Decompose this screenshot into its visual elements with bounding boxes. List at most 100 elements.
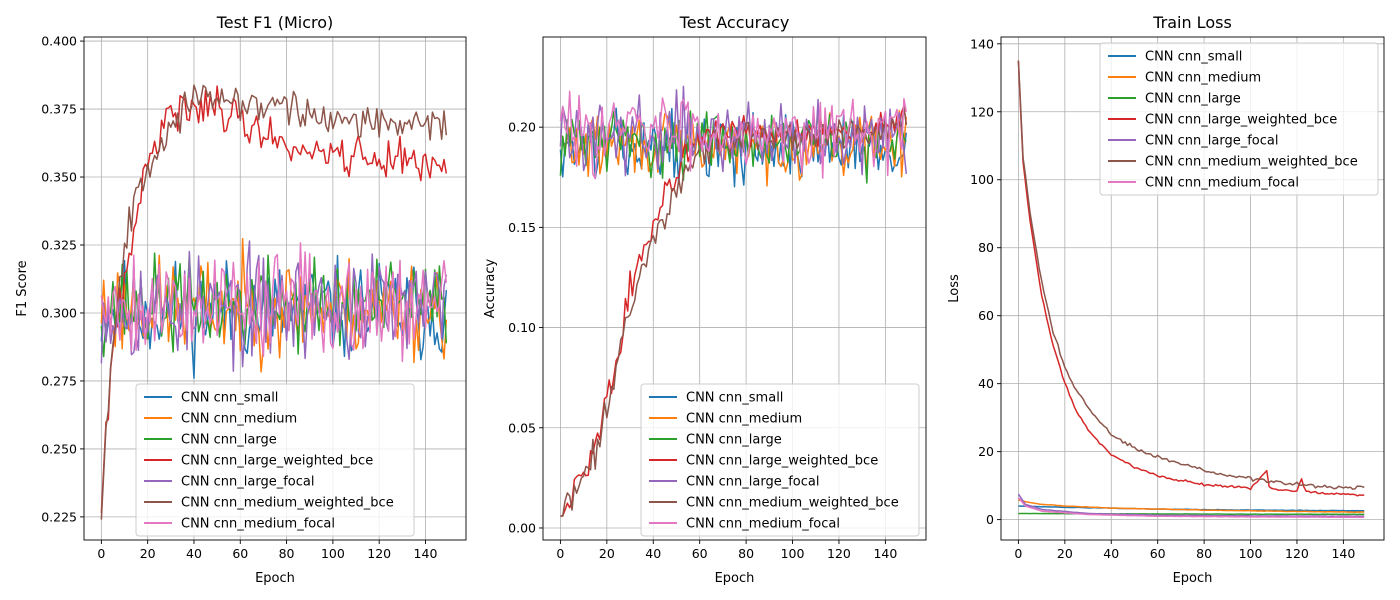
- series-line-7: [1017, 497, 1365, 519]
- x-tick-label: 60: [1150, 546, 1166, 561]
- chart-panel-3: 0 20 40 60 80 100 120 140 0 20 40 60 80 100 120 140 Trai…: [947, 13, 1385, 586]
- legend-entry: CNN cnn_large_focal: [181, 475, 315, 490]
- x-tick-label: 140: [1331, 546, 1355, 561]
- legend-box: [640, 383, 920, 537]
- x-tick-label: 100: [1239, 546, 1263, 561]
- plot-frame: [542, 36, 927, 541]
- x-tick-label: 120: [827, 546, 851, 561]
- y-tick-label: 80: [978, 240, 994, 255]
- legend-entry: CNN cnn_medium_weighted_bce: [686, 496, 899, 511]
- y-tick-label: 0.15: [508, 220, 536, 235]
- legend-entry: CNN cnn_large: [686, 433, 782, 448]
- legend-entry: CNN cnn_large_focal: [1145, 134, 1279, 149]
- y-tick-label: 0.225: [41, 509, 77, 524]
- legend-entry: CNN cnn_small: [181, 391, 278, 406]
- x-tick-label: 80: [1196, 546, 1212, 561]
- legend-entry: CNN cnn_medium_focal: [686, 517, 840, 532]
- chart-panel-1: 0 20 40 60 80 100 120 140 0.225 0.250 0.275 0.300 0.…: [15, 13, 467, 586]
- series-line-5: [1017, 493, 1365, 518]
- y-tick-label: 140: [970, 36, 994, 51]
- chart-title: Test Accuracy: [679, 13, 790, 32]
- legend-entry: CNN cnn_medium: [1145, 71, 1261, 86]
- series-line-6: [100, 84, 448, 520]
- y-axis-label: Loss: [947, 274, 962, 303]
- legend-entry: CNN cnn_medium_weighted_bce: [1145, 155, 1358, 170]
- series-line-6: [1017, 60, 1365, 490]
- x-tick-label: 0: [1014, 546, 1022, 561]
- legend-entry: CNN cnn_medium_focal: [181, 517, 335, 532]
- legend-entry: CNN cnn_medium_weighted_bce: [181, 496, 394, 511]
- series-line-7: [559, 90, 908, 180]
- y-tick-label: 60: [978, 308, 994, 323]
- series-lines: [100, 84, 448, 520]
- x-tick-label: 0: [556, 546, 564, 561]
- x-tick-label: 80: [738, 546, 754, 561]
- legend-entry: CNN cnn_medium: [686, 412, 802, 427]
- y-axis-label: F1 Score: [15, 260, 30, 316]
- x-tick-label: 120: [367, 546, 391, 561]
- y-tick-label: 0.375: [41, 102, 77, 117]
- x-tick-label: 120: [1285, 546, 1309, 561]
- series-line-4: [1017, 61, 1365, 497]
- y-tick-label: 0.350: [41, 170, 77, 185]
- legend-entry: CNN cnn_medium: [181, 412, 297, 427]
- series-line-5: [559, 85, 908, 177]
- y-tick-label: 0.275: [41, 373, 77, 388]
- x-tick-label: 60: [692, 546, 708, 561]
- y-tick-label: 20: [978, 444, 994, 459]
- legend-entry: CNN cnn_medium_focal: [1145, 176, 1299, 191]
- x-tick-label: 100: [321, 546, 345, 561]
- x-tick-label: 0: [97, 546, 105, 561]
- legend-box: [135, 383, 415, 537]
- y-tick-label: 40: [978, 376, 994, 391]
- y-tick-label: 0.250: [41, 441, 77, 456]
- x-tick-label: 140: [873, 546, 897, 561]
- legend-entry: CNN cnn_small: [1145, 50, 1242, 65]
- y-tick-label: 0.00: [508, 520, 536, 535]
- x-tick-label: 20: [140, 546, 156, 561]
- plot-frame: [1000, 36, 1385, 541]
- y-tick-label: 0.300: [41, 305, 77, 320]
- chart-panel-2: 0 20 40 60 80 100 120 140 0.00 0.05 0.10 0.15 0.20 Te…: [483, 13, 927, 586]
- y-tick-label: 0.10: [508, 320, 536, 335]
- legend-entry: CNN cnn_large_weighted_bce: [181, 454, 373, 469]
- series-line-6: [560, 105, 908, 517]
- x-tick-label: 20: [1057, 546, 1073, 561]
- y-tick-label: 100: [970, 172, 994, 187]
- legend-entry: CNN cnn_small: [686, 391, 783, 406]
- x-axis-label: Epoch: [255, 571, 295, 586]
- legend-box: [1099, 42, 1379, 196]
- y-tick-label: 0: [986, 512, 994, 527]
- chart-title: Test F1 (Micro): [216, 13, 334, 32]
- series-line-7: [100, 242, 448, 363]
- x-tick-label: 20: [599, 546, 615, 561]
- y-tick-label: 0.05: [508, 420, 536, 435]
- legend: CNN cnn_small CNN cnn_medium CNN cnn_large…: [1099, 42, 1379, 196]
- legend-entry: CNN cnn_large_weighted_bce: [1145, 113, 1337, 128]
- legend-entry: CNN cnn_large: [1145, 92, 1241, 107]
- x-axis-label: Epoch: [715, 571, 755, 586]
- y-tick-label: 0.20: [508, 120, 536, 135]
- series-lines: [559, 85, 908, 517]
- legend-entry: CNN cnn_large: [181, 433, 277, 448]
- y-tick-label: 0.400: [41, 34, 77, 49]
- x-tick-label: 60: [232, 546, 248, 561]
- plot-frame: [83, 36, 467, 541]
- x-axis-label: Epoch: [1173, 571, 1213, 586]
- x-tick-label: 40: [186, 546, 202, 561]
- chart-title: Train Loss: [1152, 13, 1232, 32]
- x-tick-label: 140: [414, 546, 438, 561]
- y-axis-label: Accuracy: [483, 259, 498, 319]
- legend-entry: CNN cnn_large_weighted_bce: [686, 454, 878, 469]
- y-tick-label: 120: [970, 104, 994, 119]
- legend: CNN cnn_small CNN cnn_medium CNN cnn_large…: [640, 383, 920, 537]
- x-tick-label: 80: [279, 546, 295, 561]
- x-tick-label: 40: [645, 546, 661, 561]
- x-tick-label: 40: [1103, 546, 1119, 561]
- legend: CNN cnn_small CNN cnn_medium CNN cnn_large…: [135, 383, 415, 537]
- series-lines: [1017, 60, 1365, 519]
- y-tick-label: 0.325: [41, 237, 77, 252]
- series-line-2: [1018, 499, 1365, 513]
- legend-entry: CNN cnn_large_focal: [686, 475, 820, 490]
